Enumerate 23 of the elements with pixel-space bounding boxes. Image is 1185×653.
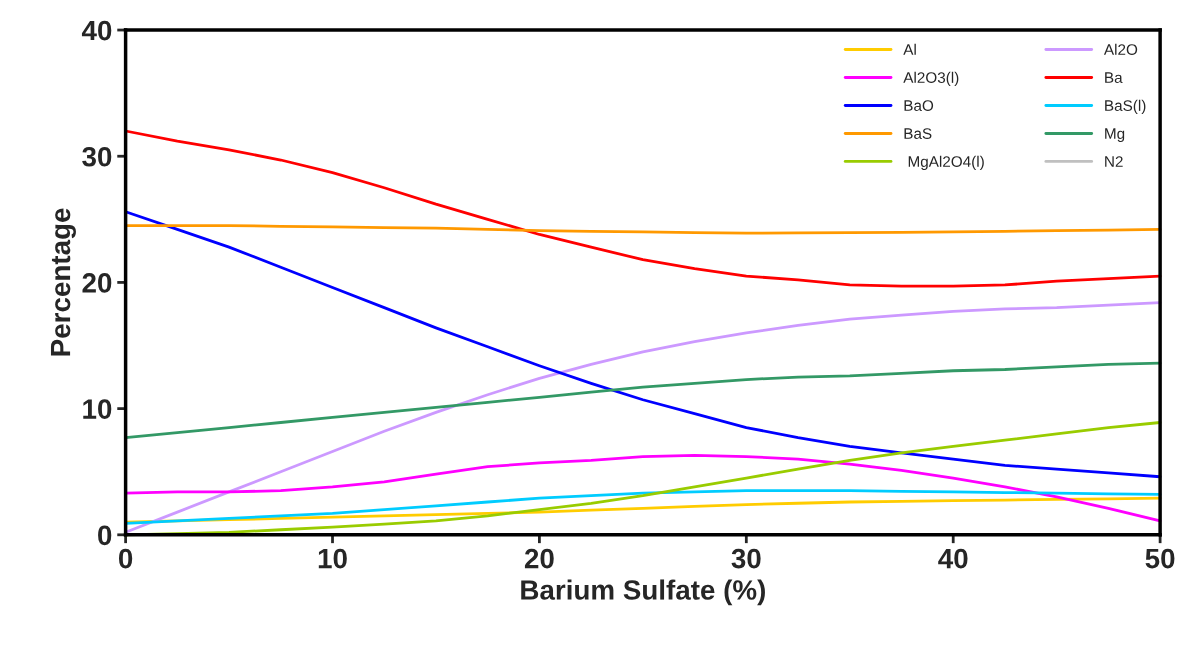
x-tick-label: 20: [524, 548, 554, 569]
legend-label: Mg: [1105, 128, 1125, 143]
x-tick-label: 30: [731, 548, 761, 569]
legend-label: Al: [903, 43, 916, 55]
x-tick-label: 10: [318, 548, 347, 569]
legend-label: MgAl2O4(l): [908, 155, 984, 170]
legend-label: BaO: [904, 100, 934, 111]
x-tick-label: 50: [1145, 548, 1175, 569]
legend-label: BaS(l): [1105, 99, 1146, 115]
x-axis-title: Barium Sulfate (%): [521, 579, 765, 606]
y-axis-title: Percentage: [50, 208, 76, 356]
legend-label: N2: [1105, 156, 1123, 167]
y-tick-label: 40: [81, 20, 112, 41]
x-tick-label: 0: [118, 548, 133, 569]
y-tick-label: 30: [82, 146, 112, 167]
y-tick-label: 10: [83, 399, 112, 419]
legend-label: Al2O3(l): [903, 71, 959, 87]
legend-label: BaS: [904, 128, 932, 139]
legend-label: Ba: [1105, 72, 1123, 83]
y-tick-label: 20: [82, 273, 112, 293]
y-tick-label: 0: [98, 525, 112, 546]
legend-label: Al2O: [1103, 43, 1138, 56]
x-tick-label: 40: [938, 548, 968, 569]
